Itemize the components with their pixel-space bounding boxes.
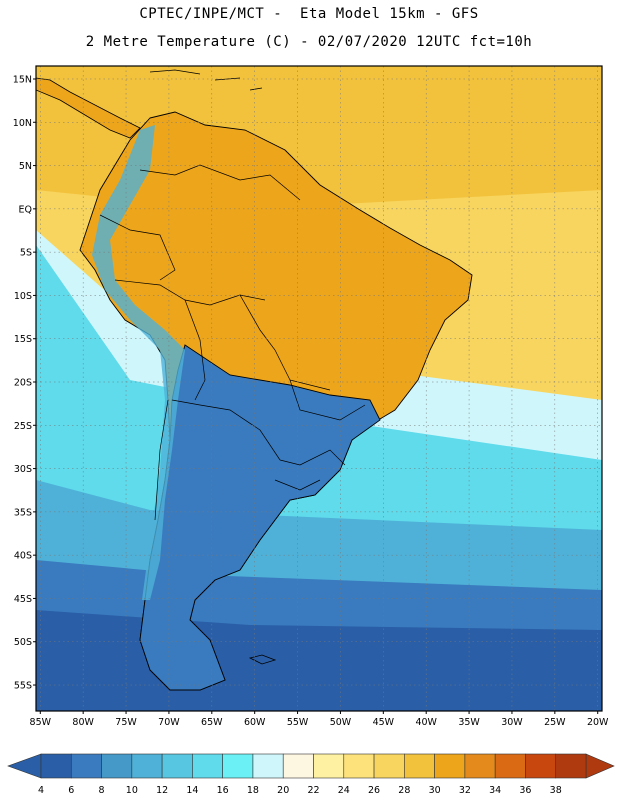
latitude-label: 50S — [14, 637, 32, 648]
caribbean-islands — [149, 69, 263, 91]
colorbar-label: 16 — [217, 785, 229, 796]
latitude-label: 15N — [13, 74, 32, 85]
latitude-label: 5N — [19, 161, 32, 172]
longitude-label: 45W — [373, 717, 395, 728]
colorbar-swatch — [40, 753, 72, 779]
colorbar-label: 4 — [38, 785, 44, 796]
longitude-label: 25W — [544, 717, 566, 728]
colorbar-swatch — [525, 753, 557, 779]
map-frame — [35, 65, 603, 712]
latitude-label: 40S — [14, 551, 32, 562]
latitude-label: 35S — [14, 507, 32, 518]
colorbar-swatch — [343, 753, 375, 779]
latitude-label: 25S — [14, 421, 32, 432]
colorbar-swatch — [282, 753, 314, 779]
colorbar-low-arrow — [7, 753, 42, 779]
colorbar-label: 20 — [277, 785, 289, 796]
colorbar-swatch — [555, 753, 587, 779]
colorbar-swatch — [192, 753, 223, 779]
colorbar-label: 24 — [338, 785, 350, 796]
colorbar-swatch — [494, 753, 526, 779]
latitude-label: 15S — [14, 334, 32, 345]
colorbar-swatch — [131, 753, 163, 779]
colorbar-label: 30 — [429, 785, 441, 796]
colorbar-swatch — [252, 753, 284, 779]
colorbar-label: 18 — [247, 785, 259, 796]
colorbar-swatch — [161, 753, 193, 779]
map-title-line-2: 2 Metre Temperature (C) - 02/07/2020 12U… — [85, 34, 533, 50]
andes-cold-strip — [92, 125, 185, 600]
colorbar-swatch — [404, 753, 435, 779]
map-title-line-1: CPTEC/INPE/MCT - Eta Model 15km - GFS — [139, 6, 479, 22]
colorbar-swatch — [222, 753, 254, 779]
longitude-label: 85W — [30, 717, 52, 728]
longitude-label: 40W — [415, 717, 437, 728]
map-field — [36, 66, 602, 711]
colorbar-label: 32 — [459, 785, 471, 796]
longitude-label: 35W — [458, 717, 480, 728]
colorbar-swatch — [313, 753, 345, 779]
colorbar-swatch — [70, 753, 102, 779]
latitude-label: 30S — [14, 464, 32, 475]
colorbar-label: 14 — [186, 785, 198, 796]
colorbar: 4 6 8 10 12 14 16 18 20 22 24 26 28 30 32 34 36 38 — [7, 753, 615, 796]
longitude-label: 50W — [330, 717, 352, 728]
latitude-label: 20S — [14, 378, 32, 389]
longitude-label: 55W — [287, 717, 309, 728]
colorbar-label: 8 — [99, 785, 105, 796]
longitude-label: 75W — [115, 717, 137, 728]
colorbar-swatch — [434, 753, 466, 779]
latitude-label: 10N — [13, 118, 32, 129]
colorbar-label: 28 — [398, 785, 410, 796]
longitude-label: 70W — [158, 717, 180, 728]
longitude-label: 65W — [201, 717, 223, 728]
colorbar-label: 6 — [68, 785, 74, 796]
latitude-label: 55S — [14, 681, 32, 692]
colorbar-label: 36 — [519, 785, 531, 796]
colorbar-label: 12 — [156, 785, 168, 796]
falkland-islands — [248, 654, 277, 665]
longitude-label: 60W — [244, 717, 266, 728]
longitude-label: 30W — [501, 717, 523, 728]
colorbar-swatch — [373, 753, 405, 779]
latitude-label: 5S — [20, 248, 32, 259]
latitude-label: 10S — [14, 291, 32, 302]
colorbar-high-arrow — [585, 753, 615, 779]
colorbar-swatch — [464, 753, 496, 779]
longitude-labels: 85W 80W 75W 70W 65W 60W 55W 50W 45W 40W 35W 30W 25W 2… — [30, 711, 609, 728]
colorbar-label: 22 — [307, 785, 319, 796]
colorbar-label: 34 — [489, 785, 501, 796]
longitude-label: 20W — [587, 717, 609, 728]
latitude-label: EQ — [19, 204, 32, 215]
colorbar-label: 10 — [126, 785, 138, 796]
longitude-label: 80W — [72, 717, 94, 728]
colorbar-label: 38 — [550, 785, 562, 796]
latitude-label: 45S — [14, 594, 32, 605]
latitude-labels: 15N 10N 5N EQ 5S 10S 15S 20S 25S 30S 35S 40S 45S 50S 5… — [13, 74, 36, 692]
central-america — [36, 77, 141, 139]
colorbar-label: 26 — [368, 785, 380, 796]
colorbar-swatch — [101, 753, 133, 779]
